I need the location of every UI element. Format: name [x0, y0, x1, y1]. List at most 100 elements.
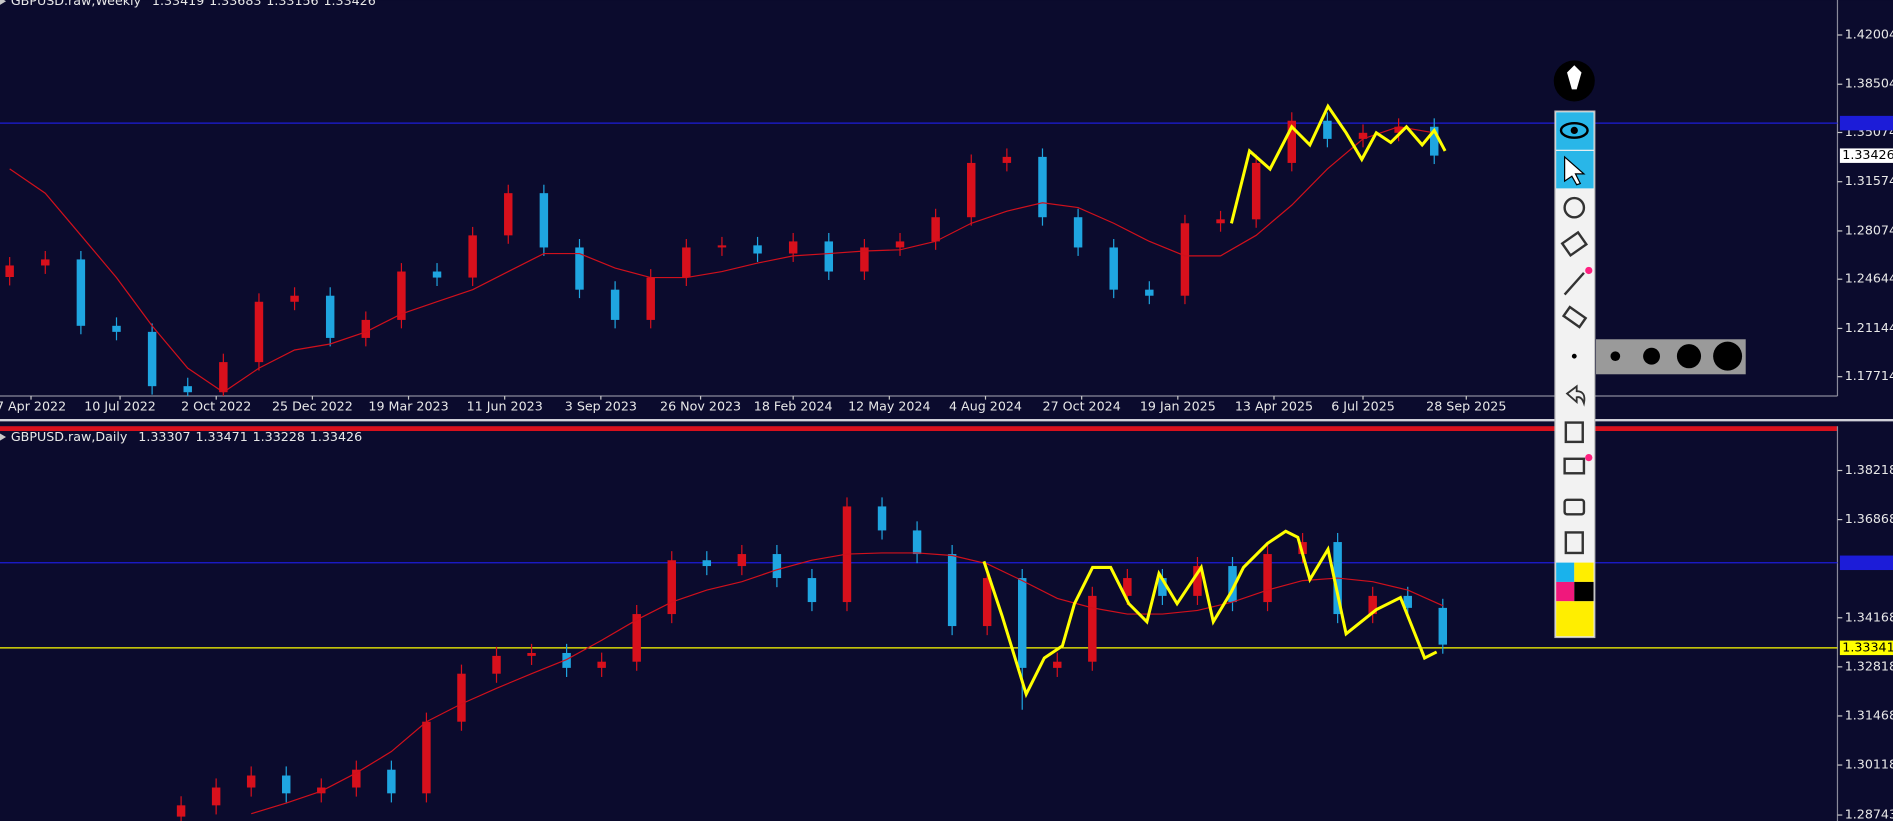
ohlc-value: 1.33307 — [138, 429, 190, 444]
candle-body — [772, 554, 782, 579]
y-tick-label: 1.36868 — [1845, 511, 1893, 526]
candle-body — [76, 259, 86, 326]
symbol-timeframe: GBPUSD.raw,Daily — [11, 429, 128, 444]
x-tick-label: 4 Aug 2024 — [949, 398, 1022, 413]
candle-body — [1123, 578, 1132, 596]
x-tick-label: 7 Apr 2022 — [0, 398, 66, 413]
y-tick-label: 1.28743 — [1845, 807, 1893, 821]
y-tick-label: 1.21144 — [1845, 320, 1893, 335]
size-option[interactable] — [1643, 347, 1660, 365]
size-option[interactable] — [1676, 344, 1702, 369]
candle-body — [1002, 156, 1012, 163]
x-tick-label: 13 Apr 2025 — [1235, 398, 1313, 413]
ohlc-value: 1.33419 — [152, 0, 204, 8]
x-tick-label: 19 Jan 2025 — [1140, 398, 1216, 413]
level-tag — [1839, 555, 1893, 571]
candle-body — [504, 193, 513, 236]
candle-body — [387, 769, 396, 794]
candle-body — [1216, 219, 1225, 224]
x-tick-label: 2 Oct 2022 — [181, 398, 251, 413]
x-tick-label: 3 Sep 2023 — [565, 398, 637, 413]
candle-body — [183, 386, 192, 393]
candle-body — [753, 245, 762, 254]
chart-header: GBPUSD.raw,Daily 1.33307 1.33471 1.33228 1.3… — [11, 429, 362, 444]
ohlc-value: 1.33471 — [195, 429, 247, 444]
line-tool[interactable] — [1563, 272, 1585, 296]
y-tick-label: 1.38504 — [1845, 76, 1893, 91]
candle-body — [397, 271, 406, 320]
drawn-zigzag[interactable] — [982, 529, 1438, 699]
x-tick-label: 25 Dec 2022 — [272, 398, 353, 413]
candle-body — [361, 319, 371, 338]
x-tick-label: 6 Jul 2025 — [1331, 398, 1395, 413]
current-color[interactable] — [1556, 601, 1594, 637]
color-swatch[interactable] — [1556, 562, 1575, 582]
eraser-tool[interactable] — [1561, 305, 1588, 329]
price-tag — [1839, 640, 1893, 656]
color-swatch[interactable] — [1556, 581, 1575, 602]
x-tick-label: 11 Jun 2023 — [467, 398, 543, 413]
candle-body — [682, 247, 691, 278]
size-option[interactable] — [1713, 341, 1743, 371]
candle-body — [422, 721, 431, 794]
color-swatch[interactable] — [1574, 562, 1594, 582]
x-tick-label: 19 Mar 2023 — [368, 398, 448, 413]
candle-body — [1180, 223, 1190, 296]
candle-body — [432, 271, 442, 278]
candle-body — [1287, 120, 1297, 163]
board-tool[interactable] — [1563, 457, 1586, 475]
symbol-timeframe: GBPUSD.raw,Weekly — [11, 0, 142, 8]
clipboard-tool[interactable] — [1564, 531, 1584, 555]
candle-body — [632, 614, 641, 662]
candle-body — [1017, 578, 1027, 668]
candle-body — [211, 787, 221, 806]
candle-body — [1358, 132, 1368, 139]
plot-area — [0, 112, 1838, 397]
y-tick-label: 1.34168 — [1845, 609, 1893, 624]
candle-body — [1053, 661, 1062, 668]
pen-icon — [1567, 65, 1582, 90]
candle-body — [737, 554, 747, 567]
candle-body — [1193, 566, 1202, 596]
ohlc-value: 1.33426 — [310, 429, 362, 444]
brush-size[interactable] — [1571, 353, 1577, 359]
y-tick-label: 1.30118 — [1845, 757, 1893, 772]
ohlc-value: 1.33426 — [323, 0, 375, 8]
candle-body — [317, 787, 326, 794]
candle-body — [824, 241, 834, 272]
x-tick-label: 10 Jul 2022 — [84, 398, 156, 413]
price-tag-label: 1.33341 — [1842, 639, 1893, 654]
drawing-toolbar — [1553, 60, 1746, 639]
candle-body — [597, 661, 606, 668]
candle-body — [788, 241, 798, 254]
candle-body — [667, 560, 676, 615]
y-tick-label: 1.42004 — [1845, 26, 1893, 41]
candle-body — [41, 259, 50, 266]
drawn-zigzag[interactable] — [1229, 103, 1447, 224]
header-marker — [0, 0, 7, 5]
delete-tool[interactable] — [1564, 421, 1584, 444]
highlighter-tool[interactable] — [1560, 230, 1589, 258]
plot-area — [0, 497, 1838, 821]
x-tick-label: 28 Sep 2025 — [1426, 398, 1506, 413]
candle-body — [219, 362, 228, 393]
candle-body — [176, 805, 186, 817]
price-tag-label: 1.33426 — [1842, 147, 1893, 162]
candle-body — [290, 295, 299, 302]
compass-tool[interactable] — [1563, 196, 1586, 219]
x-tick-label: 27 Oct 2024 — [1043, 398, 1121, 413]
undo-tool[interactable] — [1565, 384, 1586, 407]
y-tick-label: 1.32818 — [1845, 658, 1893, 673]
y-tick-label: 1.38218 — [1845, 462, 1893, 477]
y-tick-label: 1.31574 — [1845, 173, 1893, 188]
color-swatch[interactable] — [1574, 581, 1594, 602]
price-tag — [1839, 148, 1893, 163]
level-tag — [1839, 115, 1893, 131]
candle-body — [539, 193, 549, 248]
candle-body — [1158, 578, 1167, 596]
moving-average — [251, 552, 1444, 815]
screenshot-tool[interactable] — [1563, 498, 1586, 516]
size-option[interactable] — [1610, 351, 1621, 362]
candle-body — [717, 245, 727, 248]
